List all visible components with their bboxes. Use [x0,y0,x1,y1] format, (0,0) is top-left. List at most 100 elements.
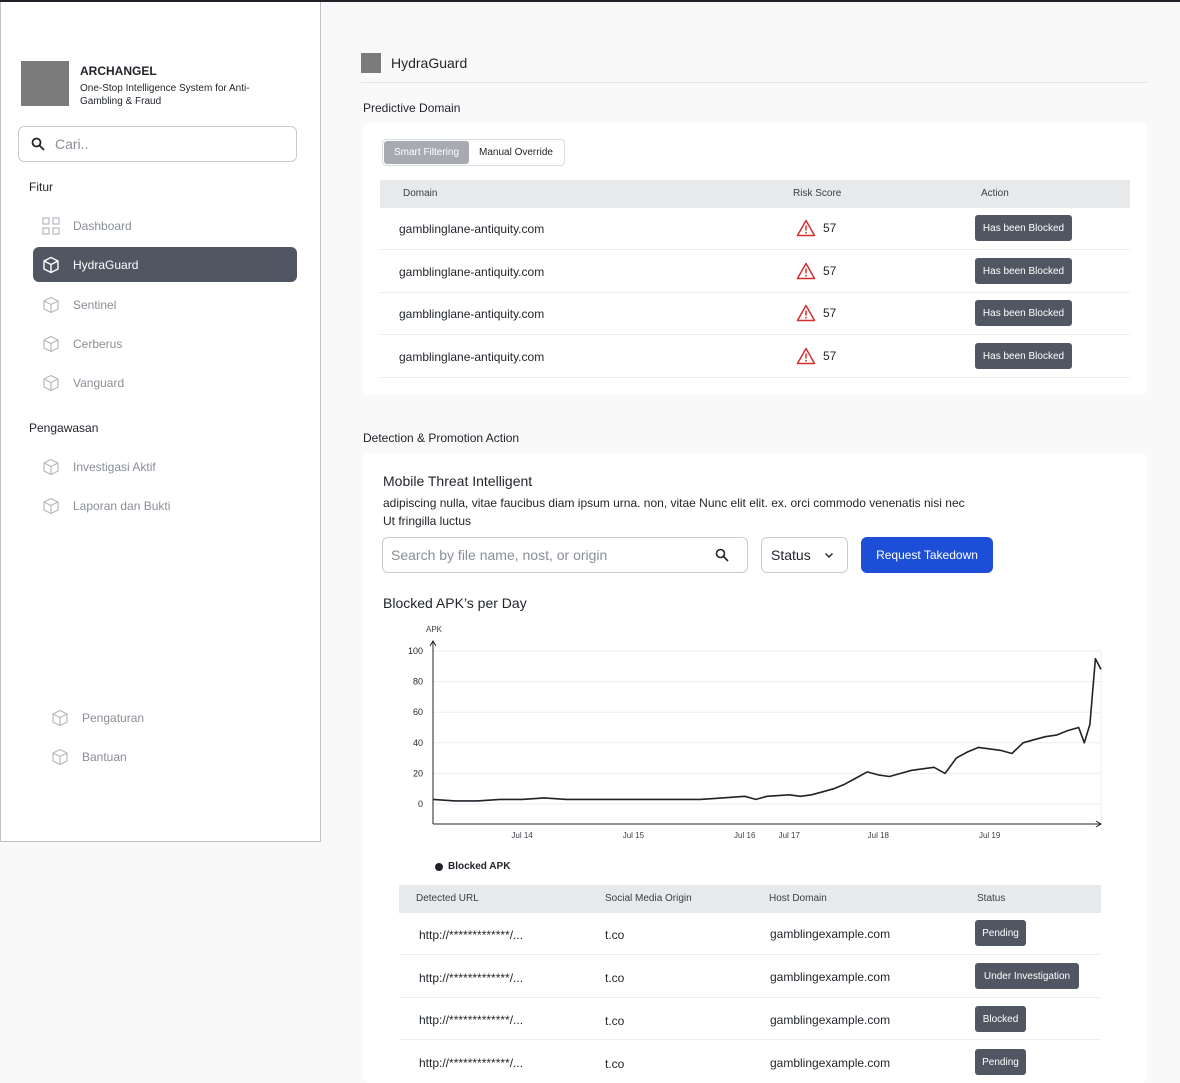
sidebar-item-bantuan[interactable]: Bantuan [42,739,306,774]
risk-score: 57 [796,219,836,237]
y-tick-label: 60 [413,707,423,717]
tab-manual-override[interactable]: Manual Override [479,147,553,158]
sidebar-item-label: Sentinel [73,297,117,312]
table-header: Detected URL Social Media Origin Host Do… [399,885,1101,913]
status-dropdown-label: Status [771,547,811,563]
predictive-domain-label: Predictive Domain [363,101,461,115]
sidebar-item-label: Cerberus [73,336,123,351]
status-badge: Pending [975,920,1026,946]
url-cell[interactable]: http://*************/... [419,1056,524,1070]
x-tick-label: Jul 16 [734,831,756,838]
chart-legend: Blocked APK [435,861,510,872]
sidebar-item-label: Vanguard [73,375,125,390]
table-header: Domain Risk Score Action [380,180,1130,208]
predictive-domain-card: Smart Filtering Manual Override Domain R… [363,123,1147,395]
sidebar-item-hydraguard[interactable]: HydraGuard [33,247,297,282]
host-cell: gamblingexample.com [770,970,891,984]
warning-icon [796,347,816,365]
mobile-threat-card: Mobile Threat Intelligent adipiscing nul… [363,453,1147,1083]
y-axis-arrow [429,640,437,647]
cube-icon [43,374,59,391]
sidebar-search[interactable] [18,126,297,162]
risk-score-value: 57 [823,264,837,278]
sidebar-item-label: HydraGuard [73,257,139,272]
legend-label: Blocked APK [448,861,511,872]
window-top-border [0,0,1180,2]
column-header-social-media-origin[interactable]: Social Media Origin [605,893,692,904]
table-row: gamblinglane-antiquity.com 57 Has been B… [380,336,1130,378]
warning-icon [796,219,816,237]
risk-score-value: 57 [823,221,837,235]
sidebar-item-label: Laporan dan Bukti [73,498,171,513]
sidebar-item-label: Bantuan [82,749,127,764]
warning-icon [796,304,816,322]
divider [361,82,1147,83]
url-cell[interactable]: http://*************/... [419,1013,524,1027]
origin-cell: t.co [605,928,625,942]
table-row: gamblinglane-antiquity.com 57 Has been B… [380,293,1130,335]
file-search-input[interactable] [391,547,711,563]
cube-icon [43,497,59,514]
action-badge[interactable]: Has been Blocked [975,215,1072,241]
brand-name: ARCHANGEL [80,64,157,78]
url-cell[interactable]: http://*************/... [419,928,524,942]
host-cell: gamblingexample.com [770,927,891,941]
table-row: http://*************/... t.co gamblingex… [399,956,1101,998]
x-tick-label: Jul 15 [623,831,645,838]
y-tick-label: 20 [413,768,423,778]
card-title: Mobile Threat Intelligent [383,473,533,489]
column-header-domain[interactable]: Domain [403,188,438,199]
request-takedown-button[interactable]: Request Takedown [861,537,993,573]
file-search[interactable] [382,537,748,573]
action-badge[interactable]: Has been Blocked [975,343,1072,369]
sidebar-item-pengaturan[interactable]: Pengaturan [42,700,306,735]
column-header-status[interactable]: Status [977,893,1006,904]
risk-score: 57 [796,262,836,280]
brand-subtitle: One-Stop Intelligence System for Anti-Ga… [80,83,250,107]
sidebar: ARCHANGEL One-Stop Intelligence System f… [0,2,321,842]
sidebar-item-laporan-dan-bukti[interactable]: Laporan dan Bukti [33,488,297,523]
card-description: adipiscing nulla, vitae faucibus diam ip… [383,496,965,528]
brand-logo [21,61,69,106]
risk-score-value: 57 [823,306,837,320]
cube-icon [43,335,59,352]
detection-promotion-label: Detection & Promotion Action [363,431,520,445]
table-row: gamblinglane-antiquity.com 57 Has been B… [380,208,1130,250]
tab-smart-filtering[interactable]: Smart Filtering [384,141,470,164]
column-header-risk-score[interactable]: Risk Score [793,188,842,199]
sidebar-item-vanguard[interactable]: Vanguard [33,365,297,400]
y-tick-label: 80 [413,677,423,687]
host-cell: gamblingexample.com [770,1056,891,1070]
x-tick-label: Jul 19 [979,831,1001,838]
status-badge: Under Investigation [975,963,1079,989]
sidebar-item-label: Investigasi Aktif [73,459,156,474]
origin-cell: t.co [605,1057,625,1071]
origin-cell: t.co [605,1014,625,1028]
status-dropdown[interactable]: Status [761,537,848,573]
column-header-host-domain[interactable]: Host Domain [769,893,827,904]
x-tick-label: Jul 17 [779,831,801,838]
domain-cell: gamblinglane-antiquity.com [399,307,545,321]
column-header-action[interactable]: Action [981,188,1009,199]
x-axis-arrow [1095,820,1102,828]
sidebar-item-cerberus[interactable]: Cerberus [33,326,297,361]
series-line-blocked-apk [432,657,1102,802]
url-cell[interactable]: http://*************/... [419,971,524,985]
sidebar-item-sentinel[interactable]: Sentinel [33,287,297,322]
cube-icon [52,748,68,765]
sidebar-item-dashboard[interactable]: Dashboard [33,208,297,243]
y-axis-label: APK [426,625,443,634]
table-row: gamblinglane-antiquity.com 57 Has been B… [380,251,1130,293]
sidebar-item-investigasi-aktif[interactable]: Investigasi Aktif [33,449,297,484]
action-badge[interactable]: Has been Blocked [975,300,1072,326]
y-tick-label: 100 [408,646,423,656]
blocked-apk-chart: APK 0 20 40 60 80 100 Jul 14 Jul 15 Jul 16 Jul 17 J… [408,625,1102,838]
cube-icon [52,709,68,726]
cube-icon [43,256,59,273]
search-icon [31,137,45,151]
column-header-detected-url[interactable]: Detected URL [416,893,479,904]
action-badge[interactable]: Has been Blocked [975,258,1072,284]
table-row: http://*************/... t.co gamblingex… [399,1041,1101,1083]
origin-cell: t.co [605,971,625,985]
sidebar-search-input[interactable] [55,136,275,152]
